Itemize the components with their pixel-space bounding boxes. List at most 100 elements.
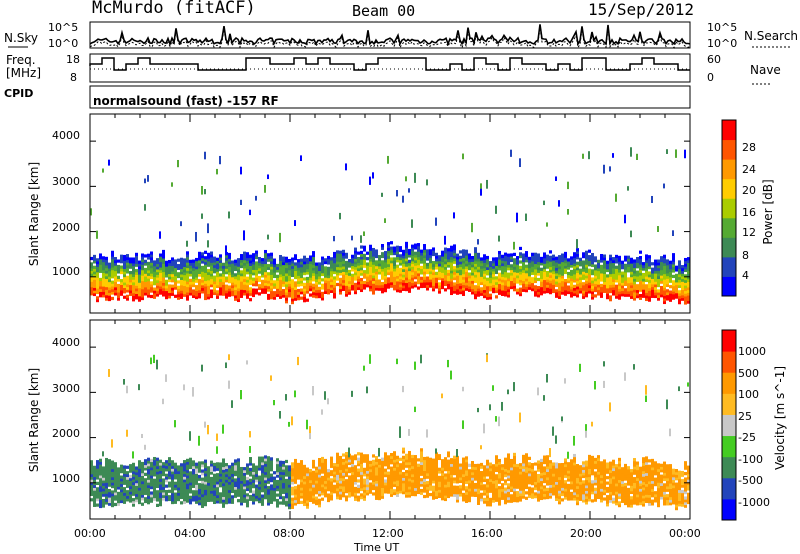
power-cell [462,276,465,280]
power-cell [90,278,93,282]
power-cell [282,267,285,271]
velocity-scatter [312,386,314,396]
power-cell [99,256,102,260]
velocity-cell [342,475,345,479]
power-cell [237,274,240,278]
velocity-cell [327,498,330,503]
power-cell [321,261,324,266]
power-cell [102,267,105,271]
velocity-cell [249,459,252,463]
velocity-cell [156,479,159,483]
power-cell [117,259,120,263]
power-cell [261,290,264,294]
velocity-cell [444,459,447,464]
power-scatter [543,200,545,206]
power-scatter [333,235,335,242]
power-cell [144,262,147,266]
power-cell [657,270,660,274]
power-cell [378,287,381,291]
power-cell [615,292,618,297]
power-cell [423,252,426,256]
power-cell [609,284,612,288]
power-cell [486,272,489,276]
power-cell [264,287,267,292]
power-cell [198,289,201,293]
power-cell [432,269,435,273]
power-cell [309,274,312,278]
velocity-cell [276,488,279,492]
velocity-cell [234,494,237,498]
power-cell [93,292,96,297]
power-cell [651,283,654,288]
power-cell [441,253,444,257]
power-cell [558,279,561,283]
power-cell [666,267,669,271]
velocity-cell [372,478,375,482]
power-cell [168,262,171,266]
velocity-cell [279,485,282,489]
power-cell [222,273,225,277]
velocity-cell [123,478,126,483]
power-cell [528,256,531,261]
velocity-cell [213,495,216,499]
power-cell [552,265,555,269]
velocity-cell [222,466,225,470]
velocity-cell [273,492,276,497]
power-cell [90,262,93,266]
power-cell [510,256,513,260]
power-cell [237,282,240,286]
velocity-cell [282,471,285,475]
velocity-cell [399,482,402,486]
velocity-cell [459,487,462,492]
power-cell [330,281,333,285]
power-cell [408,270,411,274]
velocity-cell [150,480,153,484]
power-cell [150,270,153,274]
power-cell [402,279,405,283]
velocity-cell [468,490,471,495]
power-cell [489,296,492,300]
velocity-cell [180,493,183,497]
velocity-cell [201,496,204,500]
velocity-cell [249,495,252,499]
velocity-cell [168,495,171,499]
power-cell [225,287,228,291]
power-cell [171,279,174,283]
power-cell [597,276,600,280]
power-cell [648,276,651,281]
velocity-cell [129,474,132,479]
power-cell [414,259,417,264]
velocity-cell [195,470,198,475]
power-cell [495,281,498,285]
power-cell [678,298,681,302]
velocity-cell [126,495,129,499]
velocity-cell [294,488,297,492]
power-cell [525,275,528,279]
power-cell [126,270,129,274]
velocity-cell [105,490,108,494]
power-cell [570,283,573,287]
velocity-cell [210,476,213,481]
velocity-cell [300,481,303,486]
power-cell [165,260,168,264]
velocity-cell [270,468,273,472]
velocity-cell [390,490,393,495]
power-cell [534,255,537,259]
power-cell [114,286,117,291]
velocity-cell [240,466,243,471]
velocity-cell [450,460,453,465]
power-cell [276,280,279,284]
velocity-cell [261,502,264,506]
power-cell [465,287,468,291]
power-cell [186,256,189,260]
power-cell [222,284,225,288]
velocity-cell [96,503,99,507]
velocity-cell [150,485,153,490]
power-cell [567,261,570,265]
power-cell [141,275,144,279]
power-cell [573,252,576,256]
velocity-cell [231,497,234,502]
velocity-scatter [369,354,371,364]
power-cell [111,286,114,290]
power-cell [594,264,597,268]
